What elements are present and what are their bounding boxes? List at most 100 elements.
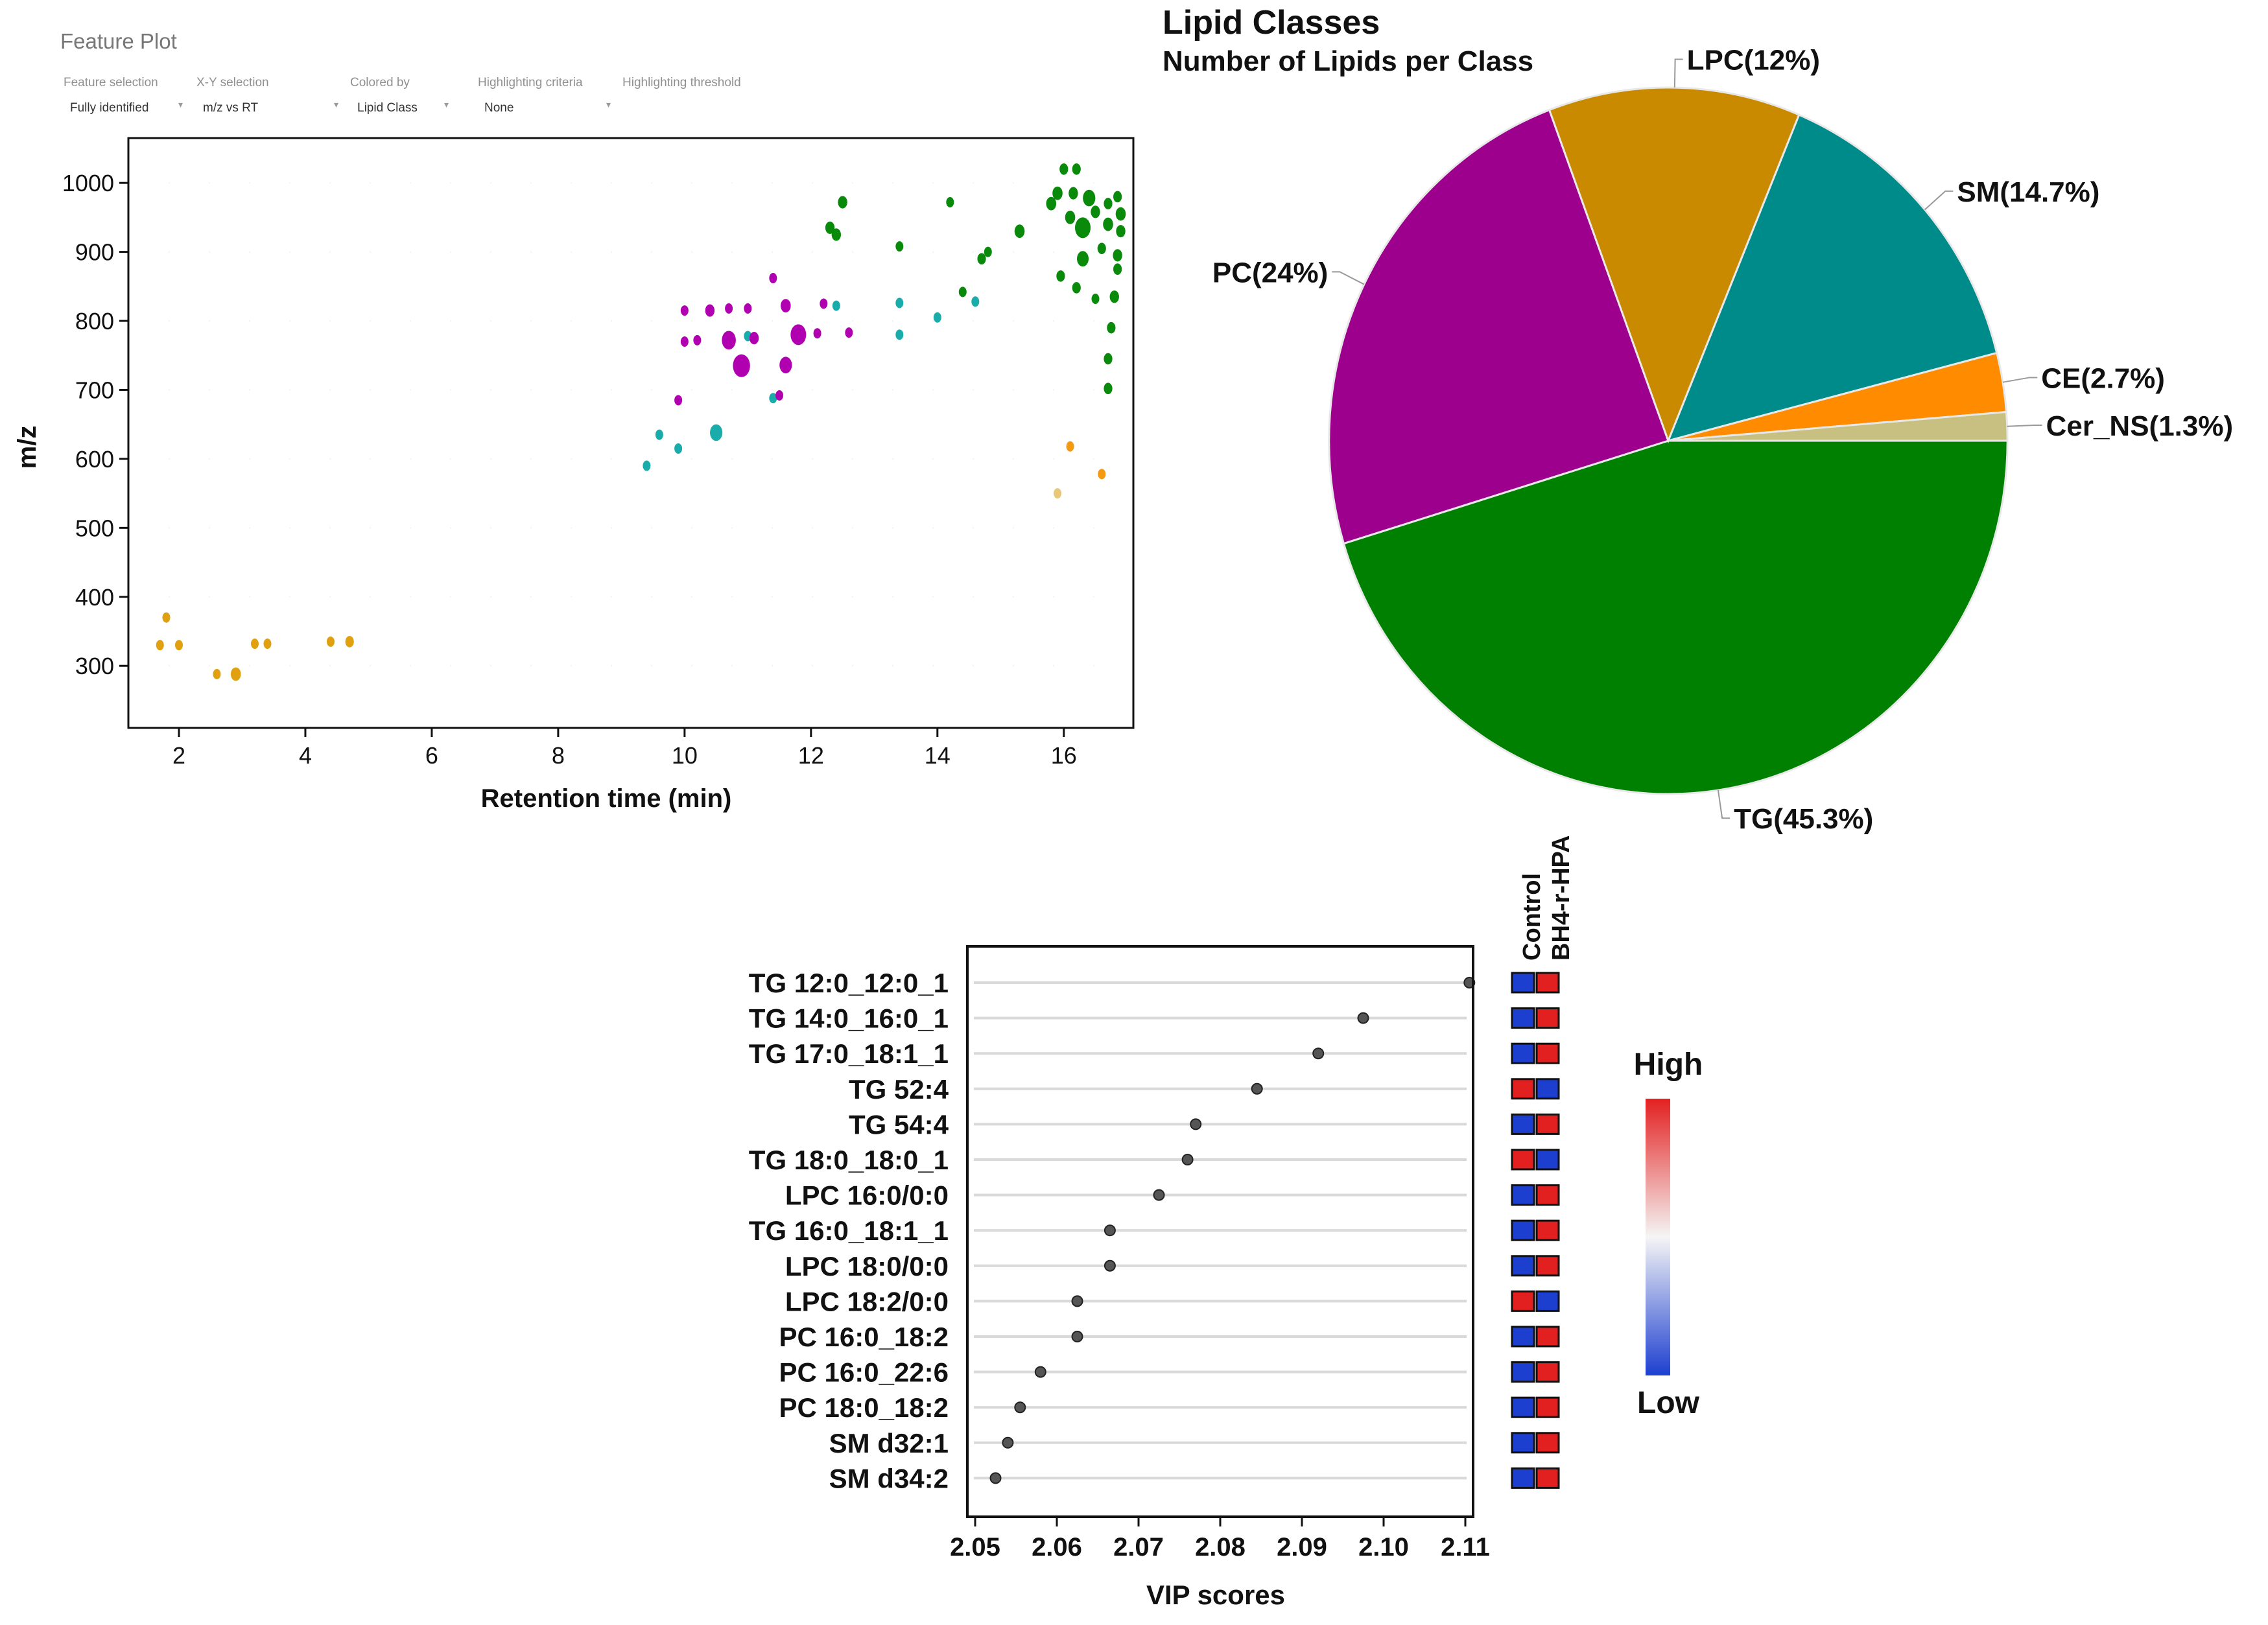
feature-selection-dropdown[interactable]: Fully identified [70,101,149,115]
x-tick-label: 16 [1051,742,1077,769]
data-point-tg [984,246,992,257]
data-point-tg [1113,191,1122,203]
data-point-tg [1115,207,1126,221]
heat-cell-control [1511,1396,1535,1418]
y-tick-label: 1000 [62,170,114,196]
scatter-x-axis-label: Retention time (min) [481,784,732,813]
data-point-pc [775,390,784,401]
chevron-down-icon[interactable]: ▾ [178,99,183,110]
data-point-sm [643,460,651,471]
vip-rows: TG 12:0_12:0_1 TG 14:0_16:0_1 TG 17:0_18:1… [749,968,1560,1493]
data-point-ce [1066,441,1074,452]
data-point-tg [1113,263,1122,275]
data-point-lpc [174,640,183,651]
feature-label: TG 12:0_12:0_1 [749,968,949,998]
scatter-y-axis-label: m/z [13,426,41,469]
heat-cell-control [1511,1255,1535,1277]
y-tick-label: 300 [75,653,114,679]
scatter-ticks: 300 400 500 600 700 800 900 1000 2 4 6 8 10 12 14 16 [62,170,1077,769]
pie-chart-subtitle: Number of Lipids per Class [1163,45,1534,77]
heat-cell-treated [1535,1219,1560,1241]
data-point-pc [781,299,791,313]
feature-label: TG 52:4 [849,1074,949,1105]
heat-cell-treated [1535,1326,1560,1348]
heat-cell-control [1511,1149,1535,1171]
feature-label: TG 16:0_18:1_1 [749,1215,949,1246]
legend-low-label: Low [1637,1386,1700,1420]
highlighting-threshold-label: Highlighting threshold [622,76,741,89]
colored-by-dropdown[interactable]: Lipid Class [357,101,418,115]
colored-by-label: Colored by [350,76,410,89]
heat-cell-treated [1535,1255,1560,1277]
vip-scores-chart: TG 12:0_12:0_1 TG 14:0_16:0_1 TG 17:0_18:1… [749,836,1703,1610]
data-point-lpc [345,636,354,648]
vip-x-tick-label: 2.07 [1113,1533,1164,1561]
legend-color-bar [1646,1099,1670,1375]
vip-x-tick-label: 2.10 [1358,1533,1409,1561]
xy-selection-dropdown[interactable]: m/z vs RT [203,101,259,115]
vip-point [1002,1436,1014,1449]
data-point-tg [1072,282,1081,294]
data-point-lpc [263,638,272,649]
x-tick-label: 4 [299,742,312,769]
pie-chart-title: Lipid Classes [1163,4,1380,41]
vip-point [1357,1012,1369,1024]
y-tick-label: 400 [75,584,114,611]
pie-leader-line [2007,424,2042,427]
data-point-lpc [213,668,221,679]
highlighting-criteria-label: Highlighting criteria [478,76,583,89]
vip-x-tick-label: 2.09 [1277,1533,1327,1561]
y-tick-label: 900 [75,239,114,266]
data-point-tg [1113,249,1122,262]
vip-point [1153,1189,1165,1201]
data-point-tg [977,253,986,265]
data-point-tg [1052,186,1063,200]
feature-label: TG 14:0_16:0_1 [749,1003,949,1034]
heat-cell-treated [1535,1042,1560,1064]
vip-point [1190,1118,1202,1130]
data-point-pc [674,395,683,406]
data-point-tg [946,196,954,207]
chevron-down-icon[interactable]: ▾ [334,99,339,110]
vip-point [1104,1259,1116,1272]
data-point-sm [933,312,941,323]
heat-cell-treated [1535,972,1560,994]
heat-cell-control [1511,1219,1535,1241]
data-point-pc [769,273,777,284]
pie-slice-pc [1328,108,1670,545]
data-point-tg [1072,163,1081,175]
data-point-ce [1098,469,1106,480]
data-point-sm [832,300,840,311]
data-point-pc [790,324,807,345]
highlighting-criteria-dropdown[interactable]: None [484,101,514,115]
data-point-pc [749,332,759,345]
data-point-sm [769,393,777,404]
data-point-pc [744,303,752,314]
y-tick-label: 800 [75,308,114,334]
feature-scatter-plot: 300 400 500 600 700 800 900 1000 2 4 6 8 10 12 14 16 Re… [13,137,1135,813]
data-point-pc [845,327,853,338]
data-point-tg [1083,189,1096,207]
data-point-pc [820,298,828,309]
heat-cell-treated [1535,1432,1560,1454]
feature-label: TG 54:4 [849,1109,949,1140]
heat-cell-control [1511,1078,1535,1100]
data-point-tg [1091,293,1100,304]
data-point-lpc [162,612,171,623]
heat-cell-treated [1535,1113,1560,1135]
data-point-tg [1091,205,1100,218]
chevron-down-icon[interactable]: ▾ [444,99,449,110]
data-point-tg [1104,353,1113,365]
data-point-tg [1075,217,1091,239]
group-label-treated: BH4-r-HPA [1548,836,1575,961]
data-point-tg [1107,321,1116,334]
scatter-points [156,163,1126,681]
heat-cell-control [1511,1290,1535,1312]
heat-cell-control [1511,1432,1535,1454]
feature-label: LPC 18:0/0:0 [785,1251,949,1281]
pie-label-ce: CE(2.7%) [2041,362,2165,394]
chevron-down-icon[interactable]: ▾ [606,99,611,110]
data-point-sm [895,298,904,309]
heat-cell-control [1511,972,1535,994]
heat-cell-treated [1535,1467,1560,1489]
